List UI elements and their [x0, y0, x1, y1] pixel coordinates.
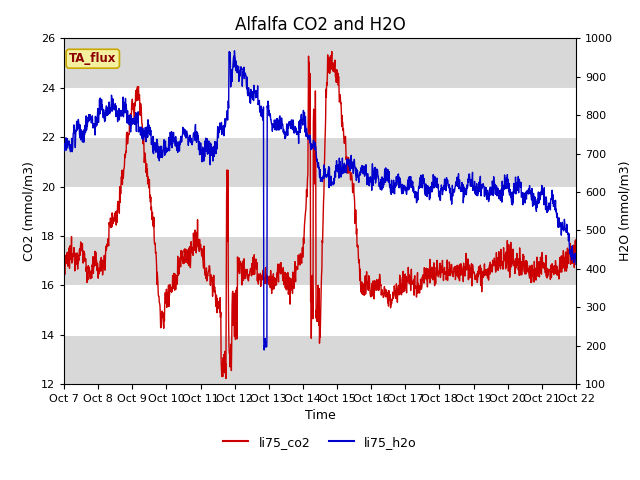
Legend: li75_co2, li75_h2o: li75_co2, li75_h2o — [218, 431, 422, 454]
Text: TA_flux: TA_flux — [69, 52, 116, 65]
Bar — [64, 137, 576, 187]
X-axis label: Time: Time — [305, 409, 335, 422]
Y-axis label: H2O (mmol/m3): H2O (mmol/m3) — [619, 161, 632, 262]
Y-axis label: CO2 (mmol/m3): CO2 (mmol/m3) — [22, 161, 35, 261]
Bar — [64, 236, 576, 285]
Bar — [64, 38, 576, 88]
Title: Alfalfa CO2 and H2O: Alfalfa CO2 and H2O — [235, 16, 405, 34]
Bar — [64, 335, 576, 384]
